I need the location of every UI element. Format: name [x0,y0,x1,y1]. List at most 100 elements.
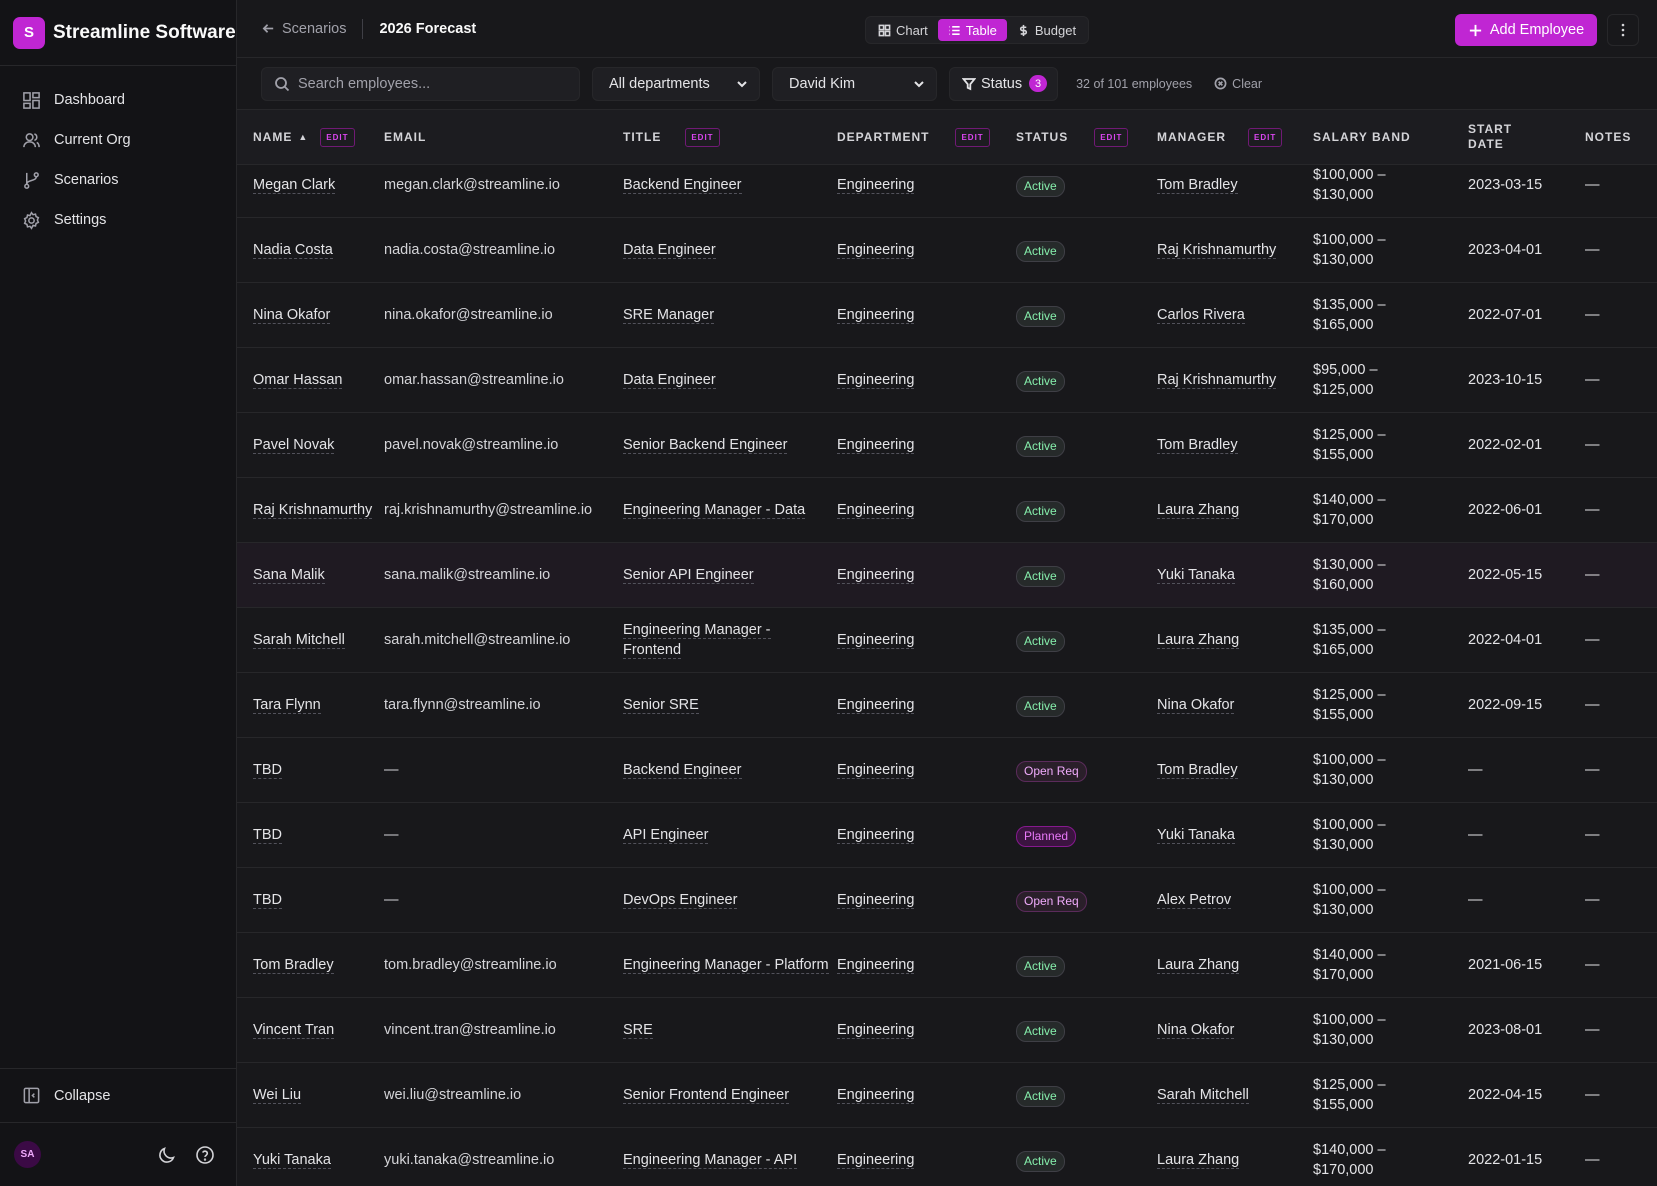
cell-manager[interactable]: Tom Bradley [1157,435,1313,455]
employee-manager[interactable]: Tom Bradley [1157,177,1238,194]
table-row[interactable]: Omar Hassan omar.hassan@streamline.io Data… [237,348,1657,413]
employee-title[interactable]: Backend Engineer [623,762,742,779]
status-badge[interactable]: Active [1016,956,1065,977]
notes-value[interactable]: — [1585,1152,1600,1168]
sidebar-item-dashboard[interactable]: Dashboard [0,80,236,120]
edit-status-column-tag[interactable]: EDIT [1094,127,1129,147]
more-options-button[interactable] [1607,14,1639,46]
employee-name[interactable]: Wei Liu [253,1087,302,1104]
cell-notes[interactable]: — [1585,500,1655,520]
cell-status[interactable]: Open Req [1016,758,1157,782]
cell-status[interactable]: Active [1016,238,1157,262]
cell-department[interactable]: Engineering [837,565,1016,585]
employee-title[interactable]: SRE Manager [623,307,715,324]
cell-notes[interactable]: — [1585,370,1655,390]
employee-department[interactable]: Engineering [837,697,915,714]
employee-name[interactable]: Sana Malik [253,567,325,584]
cell-name[interactable]: Yuki Tanaka [237,1150,384,1170]
edit-department-column-tag[interactable]: EDIT [955,127,990,147]
table-row[interactable]: TBD — Backend Engineer Engineering Open Req T… [237,738,1657,803]
employee-title[interactable]: DevOps Engineer [623,892,738,909]
cell-department[interactable]: Engineering [837,305,1016,325]
employee-name[interactable]: Pavel Novak [253,437,335,454]
employee-title[interactable]: Engineering Manager - API [623,1152,798,1169]
employee-manager[interactable]: Nina Okafor [1157,1022,1235,1039]
cell-name[interactable]: Pavel Novak [237,435,384,455]
cell-manager[interactable]: Carlos Rivera [1157,305,1313,325]
cell-notes[interactable]: — [1585,175,1655,195]
cell-title[interactable]: Senior Backend Engineer [623,435,837,455]
cell-name[interactable]: Megan Clark [237,175,384,195]
view-budget-button[interactable]: Budget [1007,19,1086,41]
cell-status[interactable]: Active [1016,303,1157,327]
cell-manager[interactable]: Raj Krishnamurthy [1157,370,1313,390]
cell-status[interactable]: Active [1016,433,1157,457]
cell-name[interactable]: Omar Hassan [237,370,384,390]
cell-notes[interactable]: — [1585,630,1655,650]
cell-department[interactable]: Engineering [837,890,1016,910]
employee-name[interactable]: Megan Clark [253,177,336,194]
employee-manager[interactable]: Raj Krishnamurthy [1157,242,1277,259]
employee-name[interactable]: Omar Hassan [253,372,343,389]
cell-status[interactable]: Planned [1016,823,1157,847]
notes-value[interactable]: — [1585,502,1600,518]
cell-manager[interactable]: Nina Okafor [1157,1020,1313,1040]
employee-title[interactable]: Data Engineer [623,372,716,389]
cell-manager[interactable]: Raj Krishnamurthy [1157,240,1313,260]
cell-title[interactable]: Data Engineer [623,240,837,260]
employee-manager[interactable]: Nina Okafor [1157,697,1235,714]
employee-manager[interactable]: Laura Zhang [1157,632,1240,649]
status-badge[interactable]: Active [1016,501,1065,522]
cell-status[interactable]: Active [1016,693,1157,717]
sidebar-item-current-org[interactable]: Current Org [0,120,236,160]
cell-title[interactable]: DevOps Engineer [623,890,837,910]
employee-manager[interactable]: Carlos Rivera [1157,307,1245,324]
cell-status[interactable]: Active [1016,368,1157,392]
employee-name[interactable]: Vincent Tran [253,1022,335,1039]
employee-title[interactable]: SRE [623,1022,653,1039]
cell-notes[interactable]: — [1585,435,1655,455]
status-badge[interactable]: Active [1016,371,1065,392]
cell-manager[interactable]: Laura Zhang [1157,500,1313,520]
notes-value[interactable]: — [1585,1087,1600,1103]
table-row[interactable]: Nina Okafor nina.okafor@streamline.io SRE … [237,283,1657,348]
cell-title[interactable]: Data Engineer [623,370,837,390]
cell-manager[interactable]: Laura Zhang [1157,1150,1313,1170]
notes-value[interactable]: — [1585,437,1600,453]
cell-title[interactable]: Engineering Manager - API [623,1150,837,1170]
table-row[interactable]: Wei Liu wei.liu@streamline.io Senior Front… [237,1063,1657,1128]
employee-title[interactable]: Backend Engineer [623,177,742,194]
cell-department[interactable]: Engineering [837,695,1016,715]
table-row[interactable]: Tom Bradley tom.bradley@streamline.io Engi… [237,933,1657,998]
view-table-button[interactable]: Table [937,19,1007,41]
back-to-scenarios-link[interactable]: Scenarios [261,21,346,37]
cell-notes[interactable]: — [1585,240,1655,260]
notes-value[interactable]: — [1585,892,1600,908]
cell-title[interactable]: Backend Engineer [623,760,837,780]
cell-status[interactable]: Active [1016,173,1157,197]
employee-department[interactable]: Engineering [837,307,915,324]
collapse-button[interactable]: Collapse [0,1068,237,1122]
cell-department[interactable]: Engineering [837,825,1016,845]
employee-title[interactable]: Engineering Manager - Frontend [623,622,771,659]
employee-department[interactable]: Engineering [837,372,915,389]
employee-department[interactable]: Engineering [837,957,915,974]
cell-notes[interactable]: — [1585,890,1655,910]
employee-department[interactable]: Engineering [837,632,915,649]
cell-status[interactable]: Active [1016,1148,1157,1172]
status-filter-button[interactable]: Status 3 [949,66,1059,101]
cell-name[interactable]: TBD [237,760,384,780]
notes-value[interactable]: — [1585,827,1600,843]
notes-value[interactable]: — [1585,697,1600,713]
cell-notes[interactable]: — [1585,1150,1655,1170]
table-row[interactable]: Yuki Tanaka yuki.tanaka@streamline.io Engi… [237,1128,1657,1186]
employee-manager[interactable]: Tom Bradley [1157,762,1238,779]
cell-status[interactable]: Active [1016,1018,1157,1042]
status-badge[interactable]: Active [1016,1086,1065,1107]
cell-notes[interactable]: — [1585,760,1655,780]
status-badge[interactable]: Active [1016,241,1065,262]
cell-name[interactable]: Wei Liu [237,1085,384,1105]
cell-manager[interactable]: Yuki Tanaka [1157,565,1313,585]
cell-department[interactable]: Engineering [837,955,1016,975]
employee-department[interactable]: Engineering [837,762,915,779]
